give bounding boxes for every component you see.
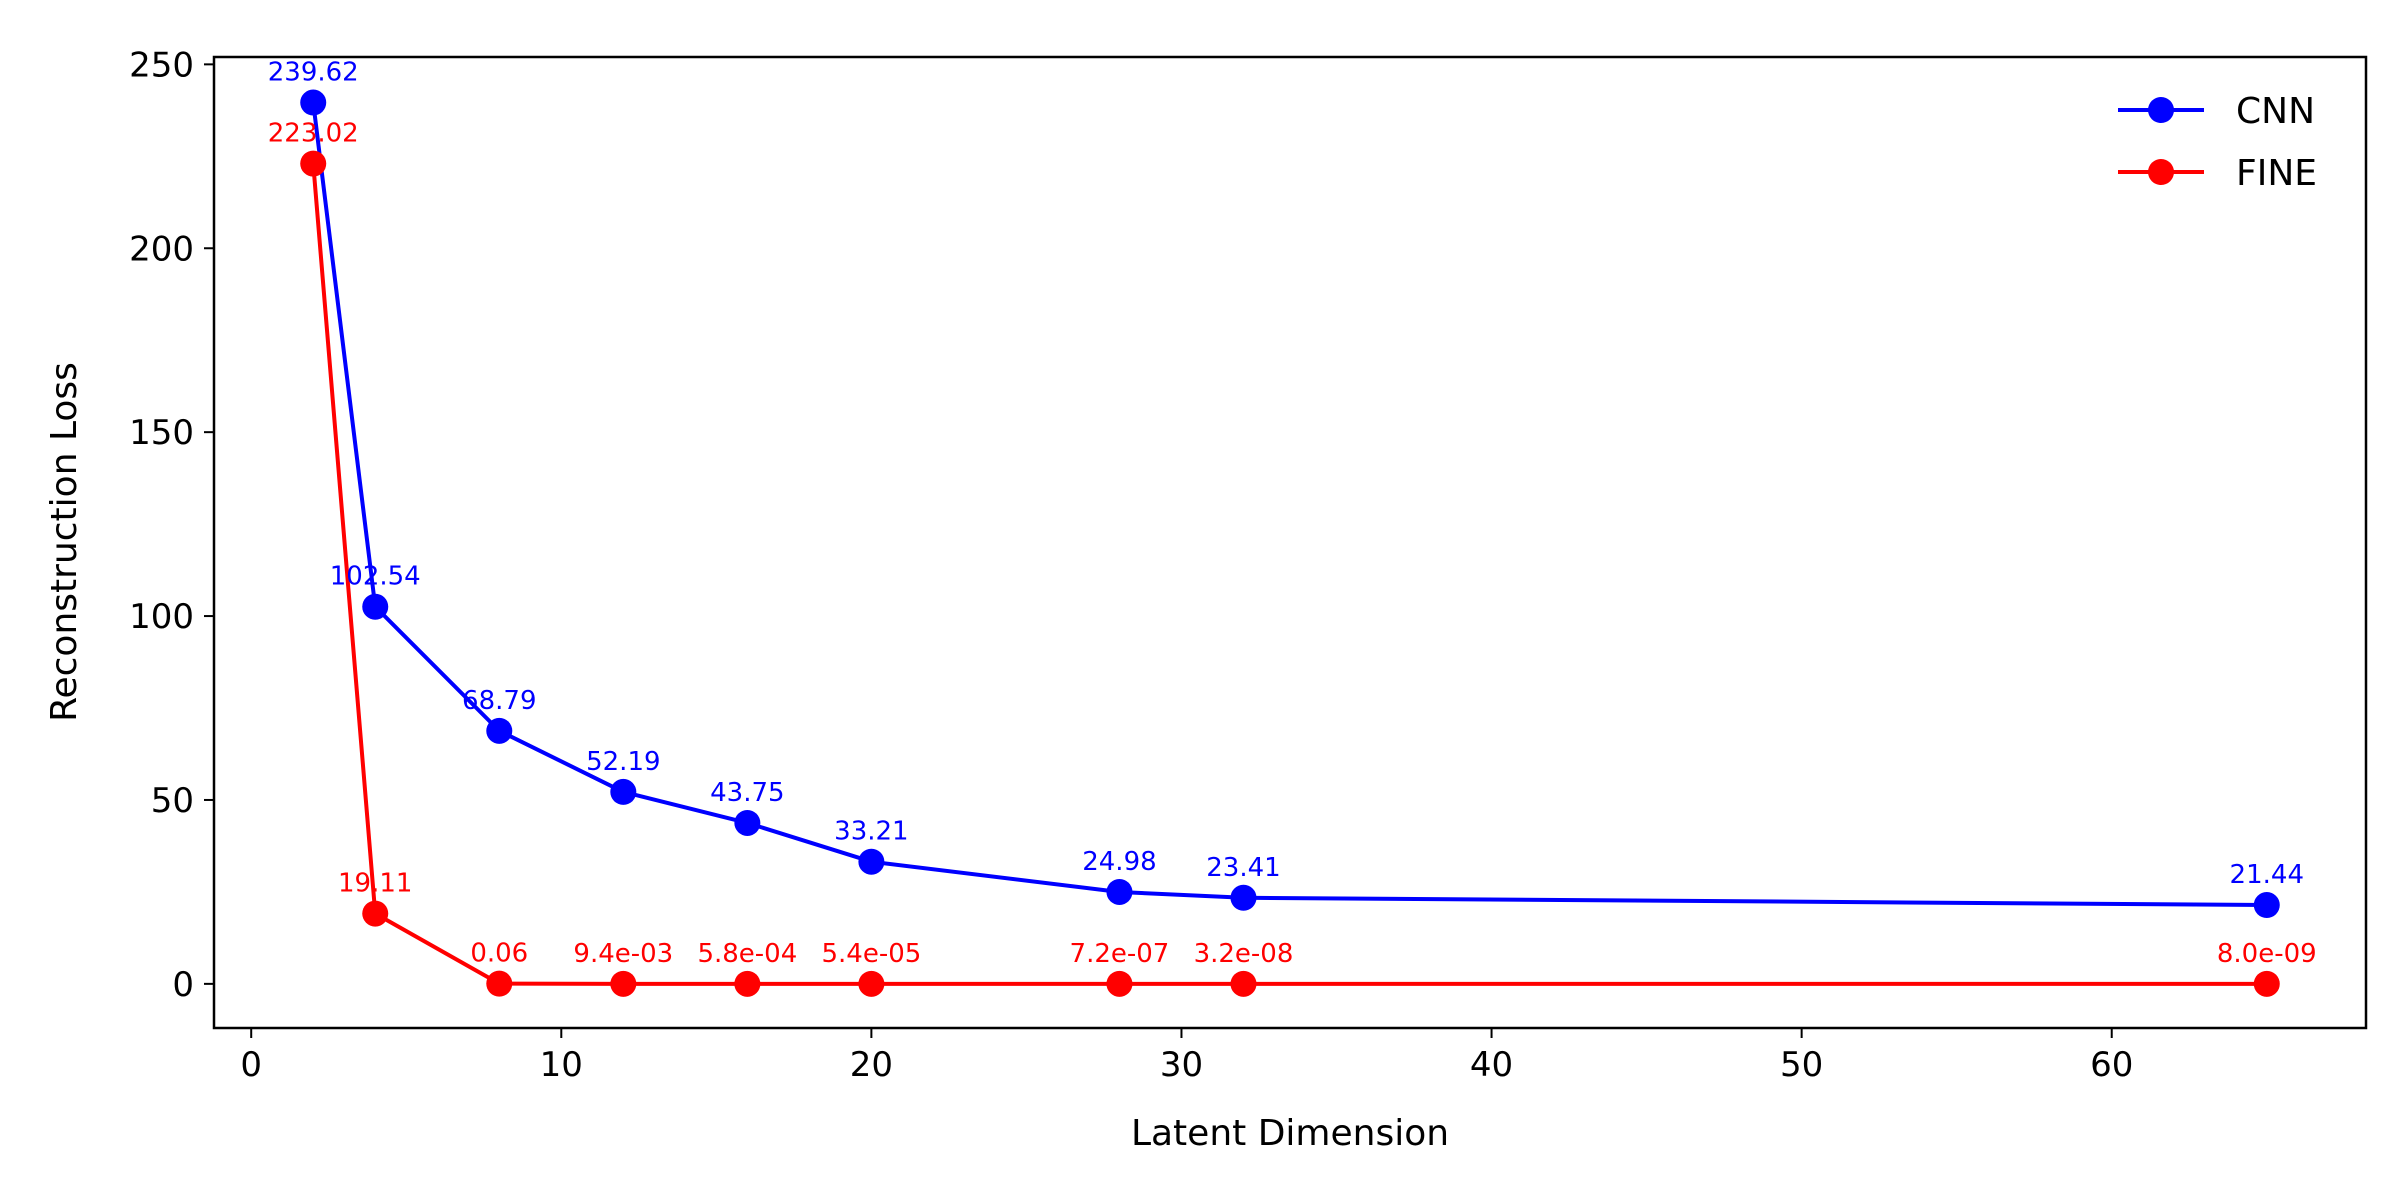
x-tick-label: 60	[2090, 1045, 2133, 1085]
y-tick-label: 250	[129, 45, 194, 85]
fine-data-point	[486, 970, 513, 997]
cnn-data-label: 24.98	[1082, 847, 1156, 877]
fine-data-point	[362, 900, 389, 927]
legend-cnn-label: CNN	[2236, 91, 2315, 132]
legend: CNN FINE	[2118, 91, 2317, 194]
legend-fine-label: FINE	[2236, 153, 2317, 194]
fine-data-label: 0.06	[470, 939, 528, 969]
fine-data-point	[858, 970, 885, 997]
cnn-data-label: 23.41	[1206, 853, 1280, 883]
y-tick-label: 0	[172, 965, 194, 1005]
fine-data-label: 3.2e-08	[1194, 939, 1294, 969]
x-tick-label: 10	[540, 1045, 583, 1085]
y-tick-label: 150	[129, 413, 194, 453]
x-tick-label: 40	[1470, 1045, 1513, 1085]
fine-data-point	[2253, 970, 2280, 997]
y-tick-label: 50	[151, 781, 194, 821]
cnn-data-point	[1230, 884, 1257, 911]
fine-data-label: 9.4e-03	[573, 939, 673, 969]
fine-series-line	[311, 163, 2267, 986]
x-tick-label: 0	[240, 1045, 262, 1085]
cnn-data-point	[2253, 892, 2280, 919]
x-tick-label: 30	[1160, 1045, 1203, 1085]
fine-data-label: 223.02	[268, 119, 359, 149]
x-tick-label: 50	[1780, 1045, 1823, 1085]
y-tick-label: 100	[129, 597, 194, 637]
cnn-data-label: 33.21	[834, 817, 908, 847]
fine-data-label: 19.11	[338, 869, 412, 899]
cnn-data-point	[734, 809, 761, 836]
axes-frame	[212, 55, 2368, 1030]
plot-area: 239.62 102.54 68.79 52.19 43.75 33.21 24.98 23.…	[268, 58, 2317, 997]
cnn-data-point	[1106, 878, 1133, 905]
fine-data-label: 5.8e-04	[697, 939, 797, 969]
fine-data-point	[1230, 970, 1257, 997]
fine-data-point	[610, 970, 637, 997]
cnn-data-point	[610, 778, 637, 805]
cnn-data-label: 21.44	[2230, 860, 2304, 890]
fine-data-label: 7.2e-07	[1070, 939, 1170, 969]
cnn-data-point	[300, 89, 327, 116]
fine-data-label: 5.4e-05	[821, 939, 921, 969]
x-axis-title: Latent Dimension	[1131, 1113, 1449, 1154]
cnn-data-label: 52.19	[586, 747, 660, 777]
cnn-series-line	[311, 102, 2267, 908]
fine-data-point	[734, 970, 761, 997]
cnn-data-point	[362, 593, 389, 620]
cnn-data-label: 43.75	[710, 778, 784, 808]
fine-data-point	[300, 150, 327, 177]
y-axis-title: Reconstruction Loss	[44, 362, 85, 722]
fine-data-label: 8.0e-09	[2217, 939, 2317, 969]
y-tick-label: 200	[129, 229, 194, 269]
cnn-data-label: 239.62	[268, 58, 359, 88]
x-tick-label: 20	[850, 1045, 893, 1085]
y-axis: 0 50 100 150 200 250	[129, 45, 214, 1005]
x-axis: 0 10 20 30 40 50 60	[240, 1028, 2133, 1085]
legend-fine-marker	[2148, 159, 2174, 185]
legend-cnn-marker	[2148, 97, 2174, 123]
cnn-data-point	[858, 848, 885, 875]
fine-data-point	[1106, 970, 1133, 997]
cnn-data-label: 102.54	[330, 562, 421, 592]
cnn-data-point	[486, 717, 513, 744]
cnn-data-label: 68.79	[462, 686, 536, 716]
